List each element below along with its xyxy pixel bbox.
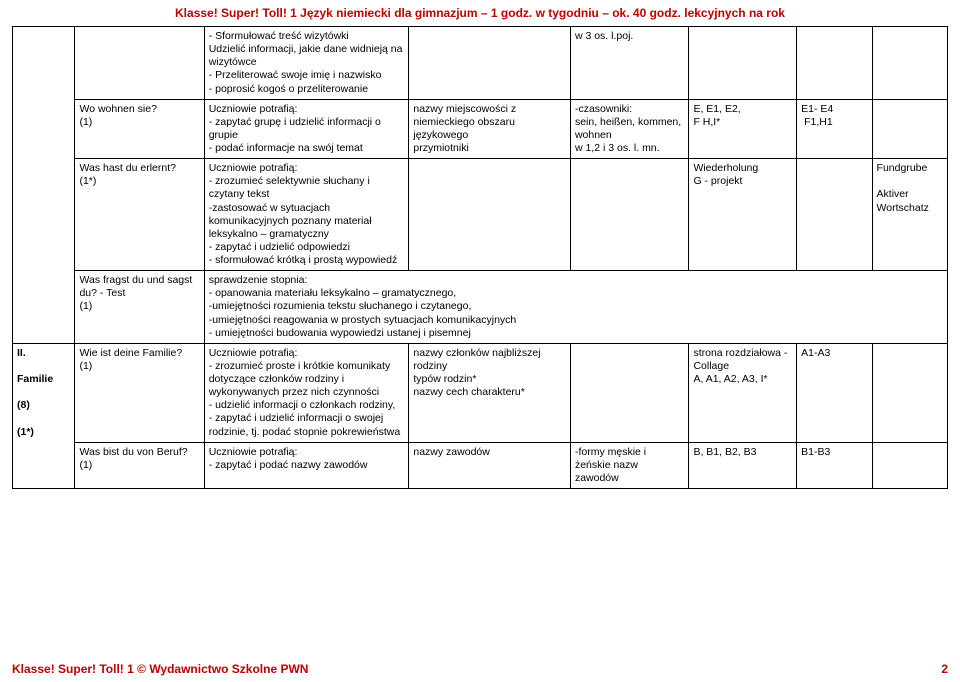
page-footer: Klasse! Super! Toll! 1 © Wydawnictwo Szk… <box>12 662 948 676</box>
cell <box>872 99 947 159</box>
cell: Uczniowie potrafią: - zapytać grupę i ud… <box>204 99 409 159</box>
topic-cell: Was fragst du und sagst du? - Test (1) <box>75 271 204 344</box>
cell: w 3 os. l.poj. <box>570 27 688 100</box>
cell: - Sformułować treść wizytówki Udzielić i… <box>204 27 409 100</box>
topic-cell: Was hast du erlernt? (1*) <box>75 159 204 271</box>
cell: E, E1, E2, F H,I* <box>689 99 797 159</box>
cell: Uczniowie potrafią: - zrozumieć selektyw… <box>204 159 409 271</box>
section-cell: II. Familie (8) (1*) <box>13 343 75 488</box>
curriculum-table: - Sformułować treść wizytówki Udzielić i… <box>12 26 948 489</box>
cell: B, B1, B2, B3 <box>689 442 797 488</box>
cell <box>689 27 797 100</box>
cell: strona rozdziałowa - Collage A, A1, A2, … <box>689 343 797 442</box>
cell: -formy męskie i żeńskie nazw zawodów <box>570 442 688 488</box>
cell: Fundgrube Aktiver Wortschatz <box>872 159 947 271</box>
topic-cell <box>75 27 204 100</box>
cell <box>409 27 571 100</box>
topic-cell: Was bist du von Beruf? (1) <box>75 442 204 488</box>
footer-left: Klasse! Super! Toll! 1 © Wydawnictwo Szk… <box>12 662 308 676</box>
cell <box>797 159 872 271</box>
cell: sprawdzenie stopnia: - opanowania materi… <box>204 271 947 344</box>
cell: nazwy miejscowości z niemieckiego obszar… <box>409 99 571 159</box>
cell: nazwy członków najbliższej rodziny typów… <box>409 343 571 442</box>
cell: E1- E4 F1,H1 <box>797 99 872 159</box>
cell: Uczniowie potrafią: - zapytać i podać na… <box>204 442 409 488</box>
table-row: Was bist du von Beruf? (1) Uczniowie pot… <box>13 442 948 488</box>
cell <box>409 159 571 271</box>
cell <box>570 343 688 442</box>
cell <box>797 27 872 100</box>
topic-cell: Wo wohnen sie? (1) <box>75 99 204 159</box>
topic-cell: Wie ist deine Familie? (1) <box>75 343 204 442</box>
cell <box>872 442 947 488</box>
table-row: Was fragst du und sagst du? - Test (1) s… <box>13 271 948 344</box>
cell: Uczniowie potrafią: - zrozumieć proste i… <box>204 343 409 442</box>
cell <box>872 27 947 100</box>
table-row: II. Familie (8) (1*) Wie ist deine Famil… <box>13 343 948 442</box>
cell <box>570 159 688 271</box>
footer-page-number: 2 <box>941 662 948 676</box>
cell: -czasowniki: sein, heißen, kommen, wohne… <box>570 99 688 159</box>
section-cell <box>13 27 75 344</box>
table-row: Was hast du erlernt? (1*) Uczniowie potr… <box>13 159 948 271</box>
cell: Wiederholung G - projekt <box>689 159 797 271</box>
cell <box>872 343 947 442</box>
table-row: - Sformułować treść wizytówki Udzielić i… <box>13 27 948 100</box>
cell: nazwy zawodów <box>409 442 571 488</box>
table-row: Wo wohnen sie? (1) Uczniowie potrafią: -… <box>13 99 948 159</box>
cell: B1-B3 <box>797 442 872 488</box>
cell: A1-A3 <box>797 343 872 442</box>
page-title: Klasse! Super! Toll! 1 Język niemiecki d… <box>12 6 948 20</box>
